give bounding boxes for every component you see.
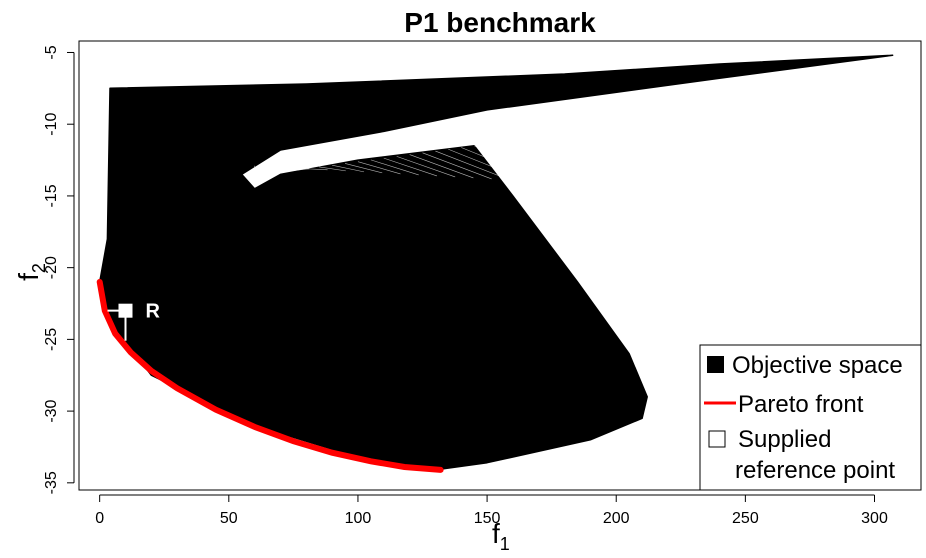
annotation-reference-label: R <box>145 301 160 323</box>
texture-line <box>461 147 547 183</box>
legend-marker-objective-space <box>707 356 724 373</box>
reference-point-marker <box>118 303 133 318</box>
y-tick-label: -25 <box>43 328 60 351</box>
texture-line <box>267 166 274 175</box>
texture-line <box>448 148 529 182</box>
texture-line <box>422 152 492 180</box>
y-tick-label: -10 <box>43 113 60 136</box>
objective-space-texture <box>254 145 565 184</box>
legend: Objective space Pareto front Supplied re… <box>699 344 922 491</box>
x-tick-label: 100 <box>345 510 372 527</box>
texture-line <box>474 145 565 184</box>
legend-marker-reference-point <box>708 430 726 448</box>
texture-line <box>370 159 419 176</box>
legend-label-reference-line1: Supplied <box>738 426 831 453</box>
texture-line <box>280 167 292 173</box>
x-tick-label: 200 <box>603 510 630 527</box>
y-tick-label: -15 <box>43 184 60 207</box>
legend-box <box>699 344 922 491</box>
x-tick-label: 300 <box>861 510 888 527</box>
texture-line <box>319 166 346 172</box>
x-tick-label: 50 <box>220 510 238 527</box>
texture-line <box>332 164 365 173</box>
y-axis: -5 -10 -15 -20 -25 -30 -35 <box>43 45 75 494</box>
texture-line <box>293 168 310 171</box>
legend-label-objective-space: Objective space <box>732 352 903 379</box>
texture-line <box>383 157 438 177</box>
legend-label-pareto-front: Pareto front <box>738 391 864 418</box>
x-axis: 0 50 100 150 200 250 300 <box>95 494 888 527</box>
texture-line <box>344 163 383 174</box>
plot-frame <box>78 40 922 491</box>
x-tick-label: 0 <box>95 510 104 527</box>
texture-line <box>409 154 474 179</box>
y-tick-label: -5 <box>43 45 60 59</box>
texture-line <box>435 150 510 181</box>
texture-line <box>306 168 328 171</box>
legend-label-reference-line2: reference point <box>735 457 895 484</box>
objective-space-region <box>98 54 894 471</box>
chart-title: P1 benchmark <box>404 7 596 38</box>
data-layer: R <box>96 54 894 473</box>
y-axis-label: f2 <box>13 263 49 281</box>
y-tick-label: -20 <box>43 256 60 279</box>
x-tick-label: 250 <box>732 510 759 527</box>
x-tick-label: 150 <box>474 510 501 527</box>
x-axis-label: f1 <box>492 518 510 553</box>
y-tick-label: -35 <box>43 471 60 494</box>
texture-line <box>396 156 456 178</box>
y-tick-label: -30 <box>43 399 60 422</box>
texture-line <box>357 161 401 175</box>
pareto-front-line <box>96 279 444 473</box>
